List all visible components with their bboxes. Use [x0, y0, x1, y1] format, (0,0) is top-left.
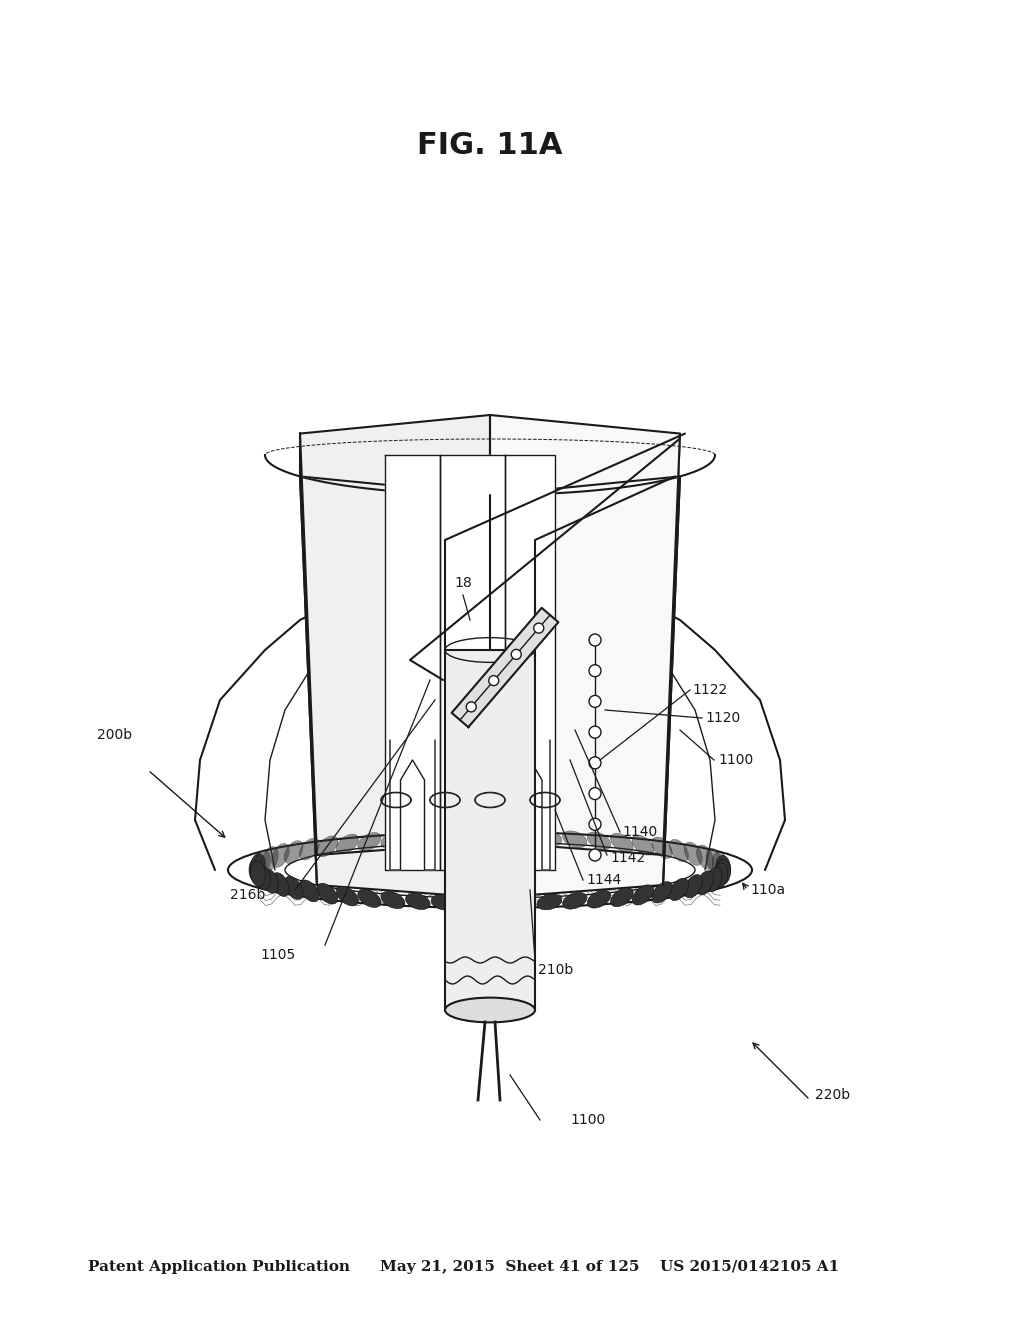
- Circle shape: [511, 649, 521, 660]
- Ellipse shape: [684, 875, 702, 898]
- Ellipse shape: [562, 892, 587, 909]
- Ellipse shape: [316, 836, 338, 857]
- Ellipse shape: [381, 891, 404, 908]
- Ellipse shape: [652, 882, 672, 903]
- Ellipse shape: [299, 838, 319, 861]
- Polygon shape: [452, 607, 558, 727]
- Ellipse shape: [587, 890, 610, 908]
- Ellipse shape: [285, 876, 303, 899]
- Ellipse shape: [511, 895, 536, 911]
- Ellipse shape: [562, 830, 587, 847]
- Ellipse shape: [285, 841, 303, 863]
- Ellipse shape: [632, 836, 653, 855]
- Ellipse shape: [587, 832, 610, 850]
- Ellipse shape: [610, 888, 633, 907]
- Circle shape: [589, 818, 601, 830]
- Ellipse shape: [458, 895, 482, 911]
- Ellipse shape: [381, 832, 404, 849]
- Ellipse shape: [670, 840, 688, 862]
- Circle shape: [589, 665, 601, 677]
- Ellipse shape: [251, 861, 265, 887]
- Ellipse shape: [262, 846, 279, 871]
- Circle shape: [589, 634, 601, 645]
- Circle shape: [589, 696, 601, 708]
- Text: 1100: 1100: [718, 752, 754, 767]
- Ellipse shape: [537, 830, 562, 846]
- Ellipse shape: [610, 833, 633, 853]
- Text: 1120: 1120: [705, 711, 740, 725]
- Polygon shape: [510, 741, 550, 870]
- Ellipse shape: [484, 829, 509, 845]
- Polygon shape: [445, 741, 500, 870]
- Ellipse shape: [406, 830, 430, 846]
- Polygon shape: [385, 455, 440, 870]
- Ellipse shape: [537, 894, 562, 909]
- Ellipse shape: [255, 850, 270, 875]
- Circle shape: [534, 623, 544, 634]
- Circle shape: [589, 849, 601, 861]
- Text: 1122: 1122: [692, 682, 727, 697]
- Text: 216b: 216b: [230, 888, 265, 902]
- Circle shape: [589, 756, 601, 768]
- Ellipse shape: [431, 830, 456, 845]
- Polygon shape: [300, 477, 490, 898]
- Ellipse shape: [255, 865, 270, 890]
- Ellipse shape: [357, 890, 381, 907]
- Ellipse shape: [652, 837, 672, 858]
- Ellipse shape: [713, 851, 728, 876]
- Ellipse shape: [696, 845, 714, 870]
- Polygon shape: [440, 455, 505, 870]
- Ellipse shape: [670, 878, 688, 900]
- Text: 200b: 200b: [97, 729, 132, 742]
- Ellipse shape: [706, 849, 722, 873]
- Ellipse shape: [251, 854, 265, 879]
- Ellipse shape: [511, 830, 536, 845]
- Text: US 2015/0142105 A1: US 2015/0142105 A1: [660, 1261, 840, 1274]
- Ellipse shape: [696, 871, 714, 895]
- Ellipse shape: [458, 829, 482, 845]
- Text: 210b: 210b: [538, 964, 573, 977]
- Ellipse shape: [684, 842, 702, 866]
- Text: 1100: 1100: [570, 1113, 605, 1127]
- Ellipse shape: [716, 859, 731, 884]
- Polygon shape: [265, 455, 715, 495]
- Polygon shape: [490, 477, 680, 898]
- Ellipse shape: [262, 869, 279, 894]
- Ellipse shape: [316, 883, 338, 904]
- Text: FIG. 11A: FIG. 11A: [417, 131, 563, 160]
- Text: 1144: 1144: [586, 873, 622, 887]
- Circle shape: [488, 676, 499, 685]
- Polygon shape: [300, 414, 490, 855]
- Ellipse shape: [484, 895, 509, 911]
- Ellipse shape: [431, 895, 456, 909]
- Ellipse shape: [271, 843, 289, 867]
- Text: Patent Application Publication: Patent Application Publication: [88, 1261, 350, 1274]
- Text: 220b: 220b: [815, 1088, 850, 1102]
- Text: 1140: 1140: [622, 825, 657, 840]
- Ellipse shape: [299, 880, 319, 902]
- Ellipse shape: [632, 884, 653, 906]
- Polygon shape: [490, 414, 680, 855]
- Ellipse shape: [357, 833, 381, 851]
- Circle shape: [589, 788, 601, 800]
- Ellipse shape: [406, 894, 430, 909]
- Text: 18: 18: [454, 576, 472, 590]
- Text: 1105: 1105: [260, 948, 296, 962]
- Text: 1142: 1142: [610, 851, 645, 865]
- Ellipse shape: [271, 873, 289, 896]
- Polygon shape: [390, 741, 435, 870]
- Ellipse shape: [445, 998, 535, 1023]
- Polygon shape: [505, 455, 555, 870]
- Circle shape: [589, 726, 601, 738]
- Ellipse shape: [336, 886, 358, 906]
- Ellipse shape: [706, 867, 722, 892]
- Ellipse shape: [249, 857, 264, 883]
- Text: May 21, 2015  Sheet 41 of 125: May 21, 2015 Sheet 41 of 125: [380, 1261, 639, 1274]
- Ellipse shape: [713, 863, 728, 888]
- Bar: [445, 649, 535, 1010]
- Circle shape: [466, 702, 476, 711]
- Ellipse shape: [336, 834, 358, 854]
- Ellipse shape: [716, 855, 731, 880]
- Text: 110a: 110a: [750, 883, 785, 898]
